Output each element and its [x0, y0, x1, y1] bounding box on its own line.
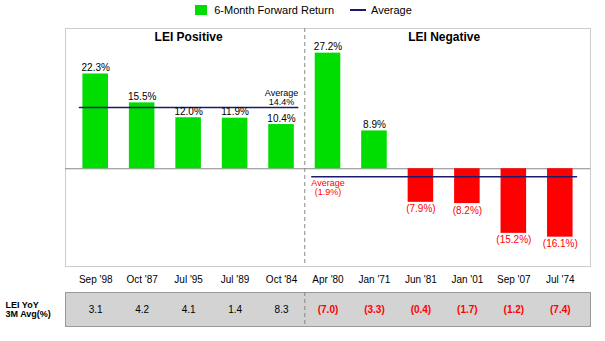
svg-text:(7.0): (7.0) — [318, 304, 339, 315]
svg-text:22.3%: 22.3% — [82, 62, 110, 73]
svg-text:12.0%: 12.0% — [174, 106, 202, 117]
svg-text:Apr '80: Apr '80 — [312, 274, 344, 285]
svg-text:15.5%: 15.5% — [128, 91, 156, 102]
svg-text:Jul '89: Jul '89 — [221, 274, 250, 285]
svg-text:(0.4): (0.4) — [411, 304, 432, 315]
svg-text:Jun '81: Jun '81 — [405, 274, 437, 285]
svg-text:Jan '01: Jan '01 — [451, 274, 483, 285]
svg-text:LEI Positive: LEI Positive — [155, 30, 223, 44]
svg-text:LEI YoY3M Avg(%): LEI YoY3M Avg(%) — [6, 300, 51, 319]
svg-text:(1.2): (1.2) — [504, 304, 525, 315]
svg-text:LEI Negative: LEI Negative — [408, 30, 480, 44]
html-text:6-Month Forward Return: 6-Month Forward Return — [214, 4, 334, 16]
svg-text:(8.2%): (8.2%) — [453, 205, 482, 216]
svg-text:3.1: 3.1 — [89, 304, 103, 315]
svg-text:11.9%: 11.9% — [221, 106, 249, 117]
svg-text:(7.9%): (7.9%) — [406, 203, 435, 214]
svg-text:Jul '74: Jul '74 — [546, 274, 575, 285]
svg-text:8.9%: 8.9% — [363, 119, 386, 130]
svg-text:Average14.4%: Average14.4% — [265, 88, 298, 107]
svg-text:Sep '98: Sep '98 — [79, 274, 113, 285]
svg-text:4.1: 4.1 — [182, 304, 196, 315]
svg-text:Jan '71: Jan '71 — [358, 274, 390, 285]
svg-text:Average(1.9%): Average(1.9%) — [311, 178, 344, 197]
svg-text:(1.7): (1.7) — [457, 304, 478, 315]
svg-text:(7.4): (7.4) — [550, 304, 571, 315]
svg-text:27.2%: 27.2% — [314, 41, 342, 52]
svg-text:(15.2%): (15.2%) — [496, 234, 531, 245]
svg-text:1.4: 1.4 — [228, 304, 242, 315]
svg-text:4.2: 4.2 — [135, 304, 149, 315]
svg-text:(16.1%): (16.1%) — [543, 238, 578, 249]
svg-text:Jul '95: Jul '95 — [174, 274, 203, 285]
svg-text:(3.3): (3.3) — [364, 304, 385, 315]
html-text:Average: Average — [371, 4, 412, 16]
svg-text:Oct '87: Oct '87 — [126, 274, 158, 285]
svg-text:Oct '84: Oct '84 — [266, 274, 298, 285]
svg-text:Sep '07: Sep '07 — [497, 274, 531, 285]
svg-text:10.4%: 10.4% — [267, 113, 295, 124]
svg-text:8.3: 8.3 — [275, 304, 289, 315]
